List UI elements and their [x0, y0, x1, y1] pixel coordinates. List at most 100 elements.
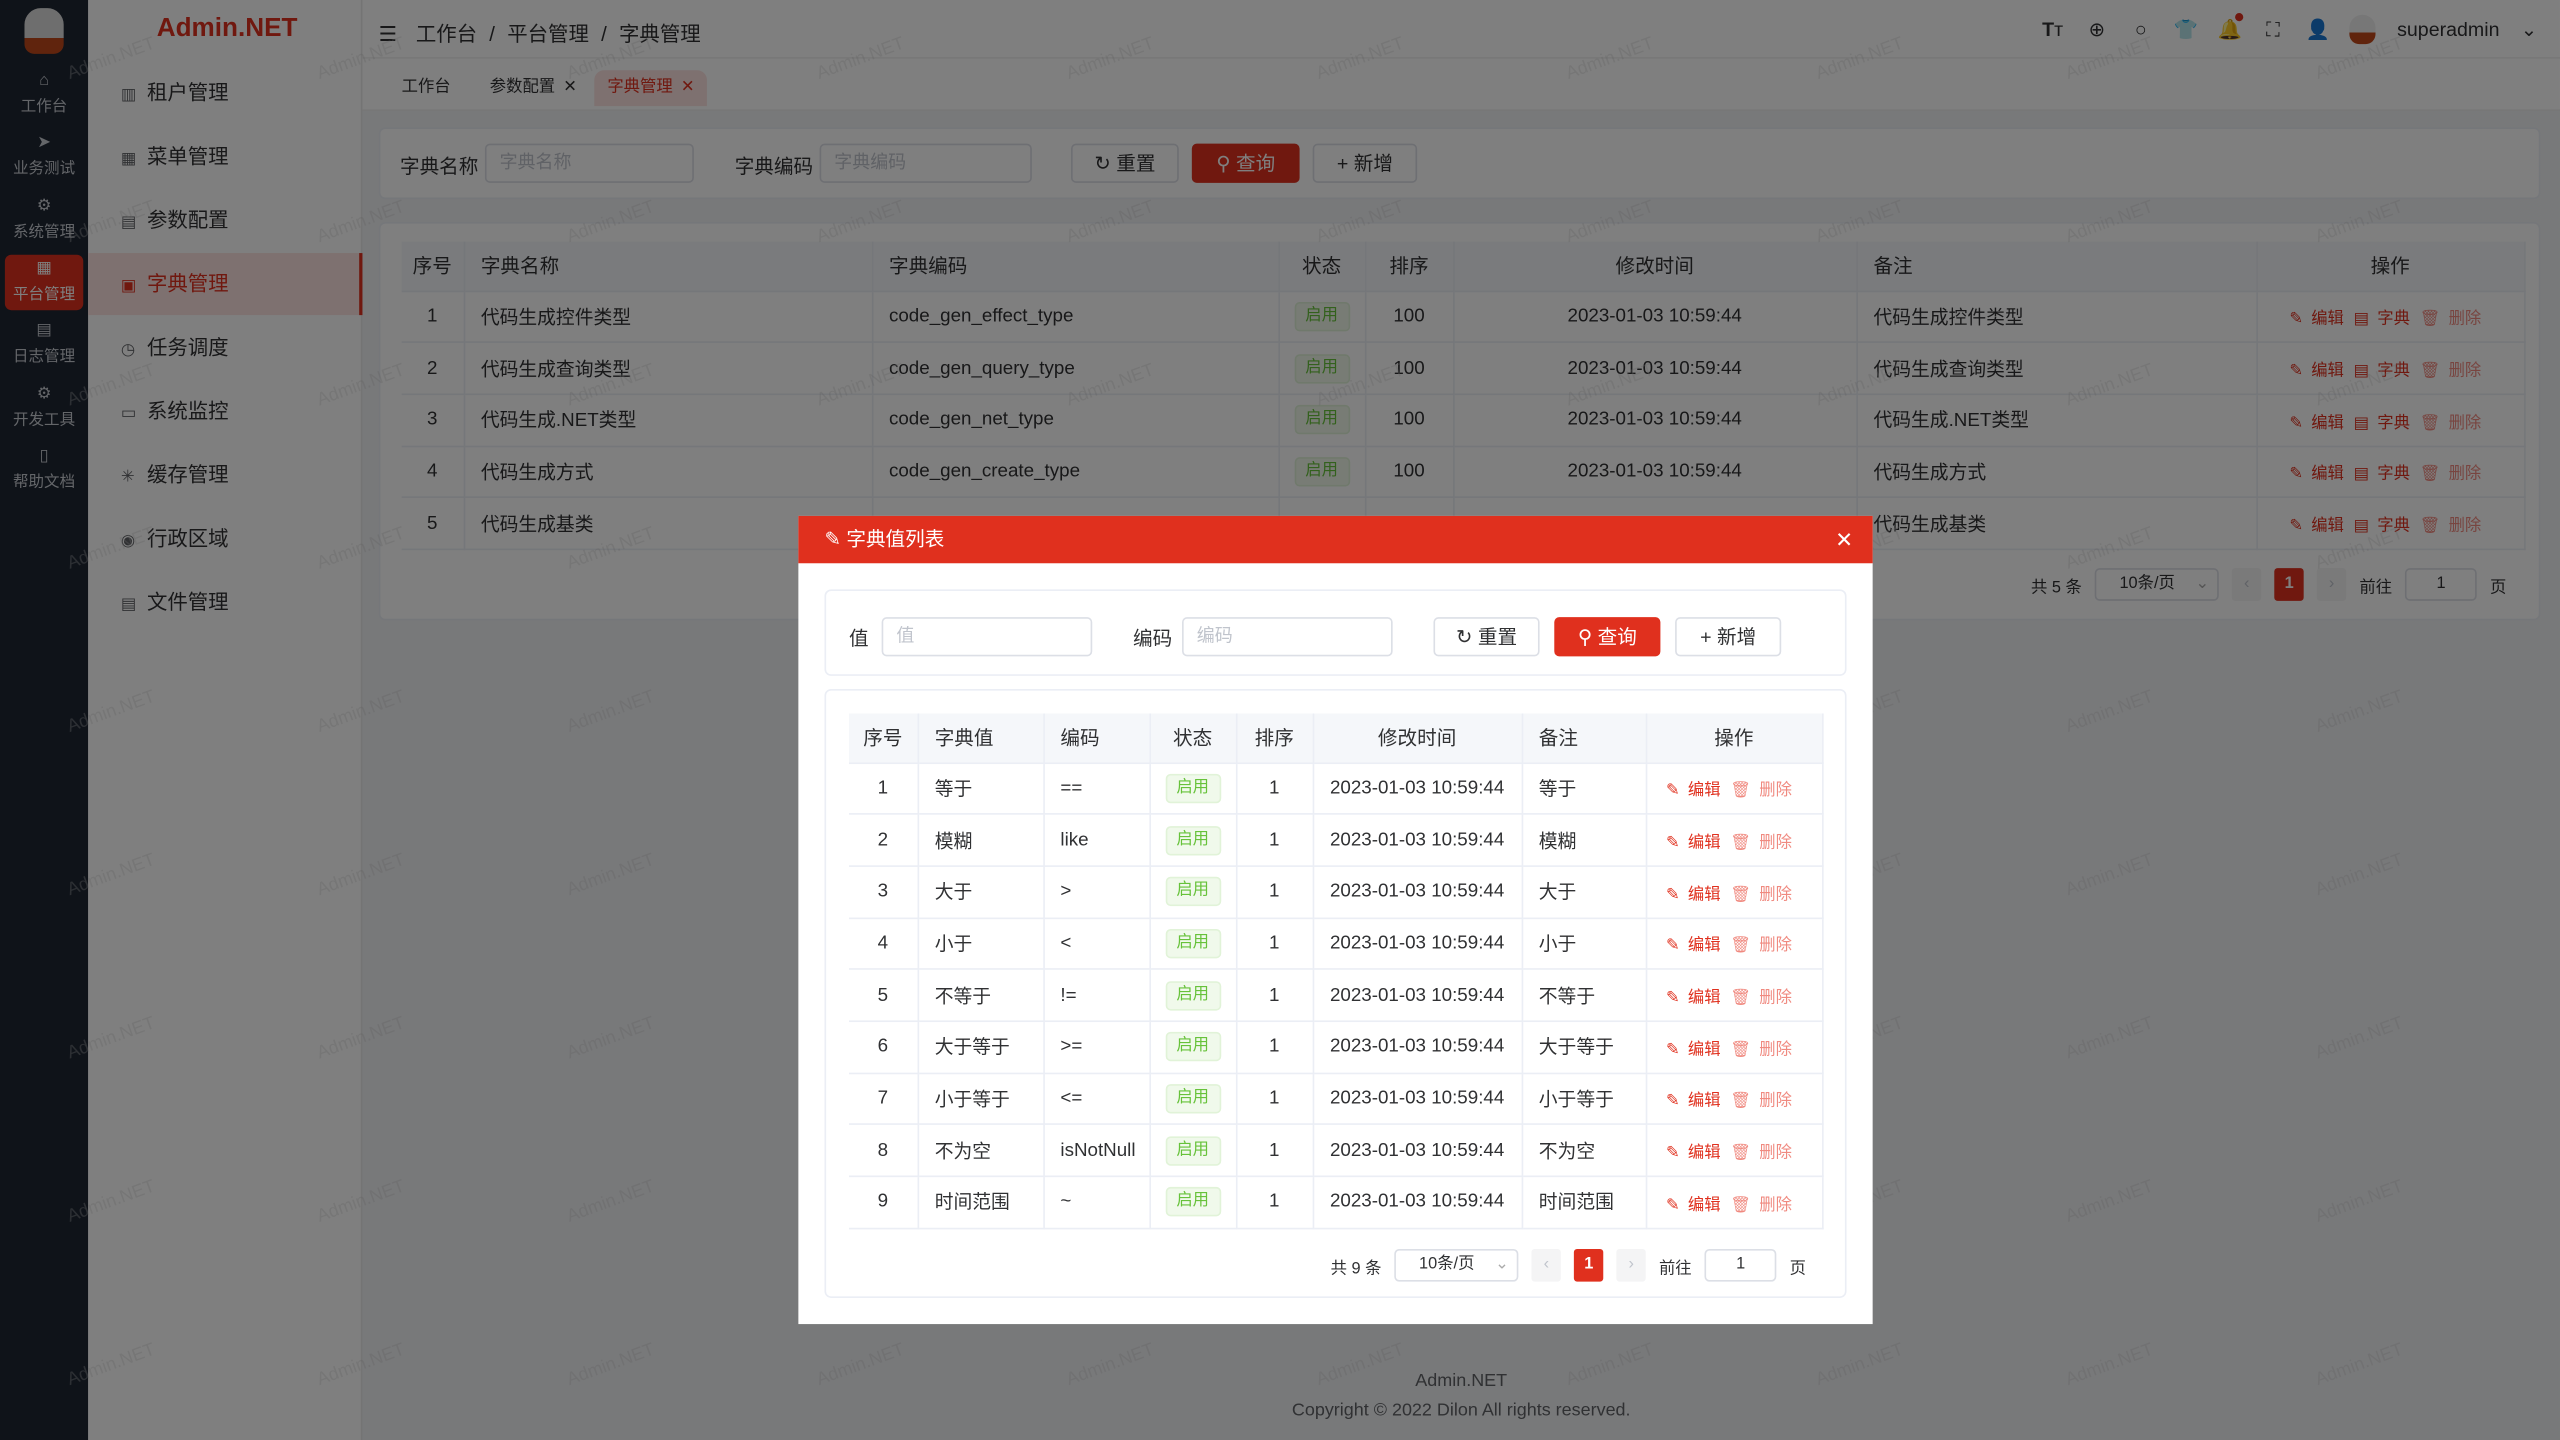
table-cell: 模糊	[1521, 814, 1647, 867]
plus-icon: +	[1700, 625, 1717, 649]
delete-button[interactable]: 🗑 删除	[1730, 990, 1792, 1008]
code-input[interactable]: 编码	[1182, 617, 1393, 657]
total-count: 共 9 条	[1330, 1259, 1382, 1278]
table-cell: 等于	[917, 762, 1045, 815]
actions-cell: ✎ 编辑 🗑 删除	[1645, 865, 1823, 919]
trash-icon: 🗑	[1730, 782, 1752, 801]
table-cell: 启用	[1149, 969, 1237, 1022]
table-cell: 启用	[1149, 1176, 1237, 1229]
table-cell: >	[1043, 865, 1151, 919]
table-cell: 不等于	[1521, 969, 1647, 1022]
table-cell: 2023-01-03 10:59:44	[1312, 814, 1523, 867]
close-icon[interactable]: ✕	[1835, 527, 1854, 552]
delete-label: 删除	[1759, 834, 1792, 853]
status-badge: 启用	[1164, 980, 1221, 1010]
edit-button[interactable]: ✎ 编辑	[1666, 783, 1721, 801]
table-cell: 5	[848, 969, 919, 1022]
table-row: 5 不等于 != 启用 1 2023-01-03 10:59:44 不等于 ✎ 编辑 🗑 删除	[848, 969, 1823, 1022]
edit-icon: ✎	[1666, 1041, 1680, 1060]
table-cell: 2023-01-03 10:59:44	[1312, 1021, 1523, 1074]
actions-cell: ✎ 编辑 🗑 删除	[1645, 1072, 1823, 1126]
delete-button[interactable]: 🗑 删除	[1730, 1093, 1792, 1111]
code-label: 编码	[1133, 626, 1173, 650]
table-row: 4 小于 < 启用 1 2023-01-03 10:59:44 小于 ✎ 编辑 🗑 删除	[848, 917, 1823, 971]
edit-icon: ✎	[1666, 1093, 1680, 1111]
table-cell: 启用	[1149, 762, 1237, 815]
table-cell: 1	[1235, 1021, 1314, 1074]
modal-search-card: 值 值 编码 编码 ↻ 重置 ⚲ 查询 + 新增	[824, 589, 1847, 676]
table-cell: 2023-01-03 10:59:44	[1312, 917, 1523, 971]
value-input[interactable]: 值	[881, 617, 1093, 657]
table-cell: 6	[848, 1021, 919, 1074]
table-cell: 大于等于	[1521, 1021, 1647, 1074]
table-cell: 1	[1235, 1124, 1314, 1178]
delete-label: 删除	[1759, 989, 1792, 1008]
edit-icon: ✎	[824, 527, 847, 551]
table-cell: 启用	[1149, 917, 1237, 971]
delete-label: 删除	[1759, 1041, 1792, 1060]
edit-button[interactable]: ✎ 编辑	[1666, 990, 1721, 1008]
modal-add-button[interactable]: + 新增	[1675, 617, 1782, 657]
table-cell: 等于	[1521, 762, 1647, 815]
edit-button[interactable]: ✎ 编辑	[1666, 1041, 1721, 1059]
edit-button[interactable]: ✎ 编辑	[1666, 938, 1721, 956]
table-cell: 2023-01-03 10:59:44	[1312, 865, 1523, 919]
modal-header: ✎ 字典值列表	[798, 515, 1873, 564]
column-header: 操作	[1645, 713, 1823, 764]
trash-icon: 🗑	[1730, 1041, 1752, 1060]
delete-button[interactable]: 🗑 删除	[1730, 1041, 1792, 1059]
edit-button[interactable]: ✎ 编辑	[1666, 1145, 1721, 1163]
chevron-down-icon: ⌄	[1495, 1255, 1509, 1274]
table-row: 6 大于等于 >= 启用 1 2023-01-03 10:59:44 大于等于 ✎ 编辑 🗑 删除	[848, 1021, 1823, 1074]
table-cell: 小于等于	[1521, 1072, 1647, 1126]
page-button[interactable]: 1	[1574, 1248, 1604, 1282]
edit-label: 编辑	[1687, 1196, 1721, 1215]
edit-icon: ✎	[1666, 1196, 1680, 1215]
edit-icon: ✎	[1666, 834, 1680, 853]
actions-cell: ✎ 编辑 🗑 删除	[1645, 814, 1823, 867]
edit-button[interactable]: ✎ 编辑	[1666, 834, 1721, 852]
table-cell: 小于	[1521, 917, 1647, 971]
trash-icon: 🗑	[1730, 989, 1752, 1008]
edit-button[interactable]: ✎ 编辑	[1666, 1093, 1721, 1111]
delete-label: 删除	[1759, 1196, 1792, 1215]
page-size-select[interactable]: 10条/页 ⌄	[1394, 1248, 1519, 1282]
table-cell: 2023-01-03 10:59:44	[1312, 1072, 1523, 1126]
actions-cell: ✎ 编辑 🗑 删除	[1645, 1176, 1823, 1229]
edit-label: 编辑	[1687, 886, 1721, 905]
table-cell: 时间范围	[917, 1176, 1045, 1229]
modal-query-button[interactable]: ⚲ 查询	[1554, 617, 1661, 657]
delete-button[interactable]: 🗑 删除	[1730, 834, 1792, 852]
delete-button[interactable]: 🗑 删除	[1730, 886, 1792, 904]
edit-button[interactable]: ✎ 编辑	[1666, 886, 1721, 904]
table-cell: 2023-01-03 10:59:44	[1312, 762, 1523, 815]
modal-reset-button[interactable]: ↻ 重置	[1433, 617, 1540, 657]
table-cell: 8	[848, 1124, 919, 1178]
column-header: 编码	[1043, 713, 1151, 764]
goto-page-input[interactable]: 1	[1704, 1248, 1777, 1282]
edit-icon: ✎	[1666, 782, 1680, 801]
table-cell: isNotNull	[1043, 1124, 1151, 1178]
table-cell: 启用	[1149, 1124, 1237, 1178]
next-page-button[interactable]: ›	[1616, 1248, 1646, 1282]
delete-button[interactable]: 🗑 删除	[1730, 1196, 1792, 1214]
prev-page-button[interactable]: ‹	[1531, 1248, 1562, 1282]
column-header: 备注	[1521, 713, 1647, 764]
delete-button[interactable]: 🗑 删除	[1730, 783, 1792, 801]
edit-button[interactable]: ✎ 编辑	[1666, 1196, 1721, 1214]
edit-label: 编辑	[1687, 937, 1721, 956]
table-cell: !=	[1043, 969, 1151, 1022]
delete-button[interactable]: 🗑 删除	[1730, 938, 1792, 956]
search-icon: ⚲	[1577, 625, 1598, 649]
table-cell: 1	[1235, 865, 1314, 919]
table-cell: 1	[1235, 969, 1314, 1022]
delete-button[interactable]: 🗑 删除	[1730, 1145, 1792, 1163]
table-cell: 启用	[1149, 865, 1237, 919]
table-cell: <=	[1043, 1072, 1151, 1126]
table-cell: 模糊	[917, 814, 1045, 867]
table-cell: 1	[1235, 917, 1314, 971]
table-cell: ==	[1043, 762, 1151, 815]
table-cell: 大于	[917, 865, 1045, 919]
column-header: 序号	[848, 713, 919, 764]
